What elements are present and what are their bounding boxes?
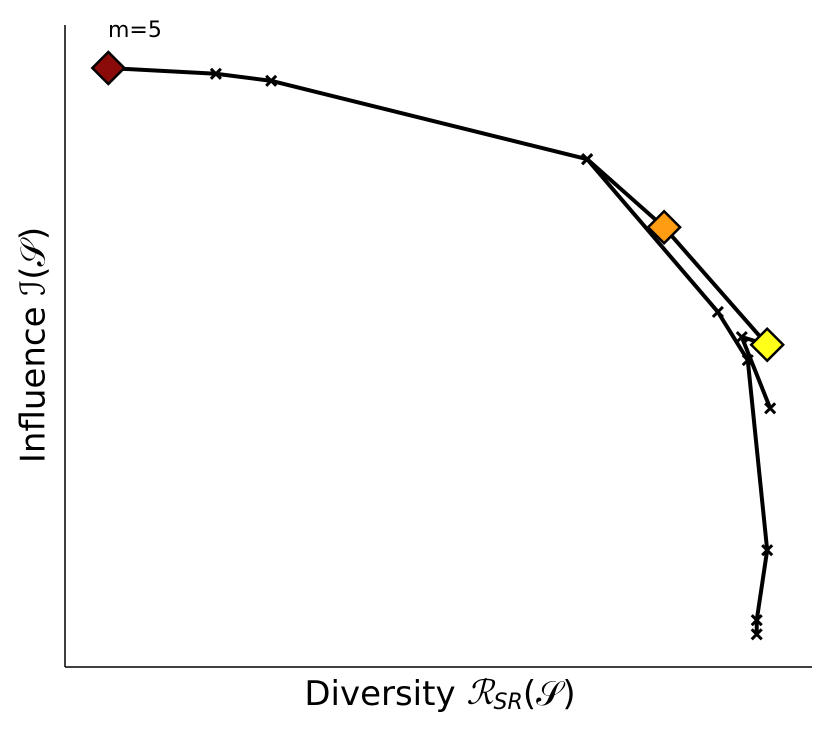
line: [108, 66, 773, 410]
annotation: m=5: [108, 18, 162, 43]
x-marker: [209, 67, 222, 80]
x-marker: [764, 402, 777, 415]
x-label-subscript: SR: [494, 690, 523, 715]
diamond-marker: [646, 209, 682, 245]
x-label-text: Diversity: [304, 674, 466, 714]
x-label-argument: (𝒮): [523, 674, 576, 714]
x-marker: [735, 330, 748, 344]
diamond-marker: [749, 326, 785, 363]
x-marker: [265, 74, 278, 87]
y-axis-label: Influence ℐ(𝒮): [14, 227, 54, 463]
x-marker: [761, 544, 774, 557]
x-label-symbol: ℛ: [466, 673, 496, 713]
x-marker: [750, 614, 763, 627]
diamond-marker: [90, 50, 127, 86]
x-marker: [750, 628, 763, 641]
x-marker: [741, 354, 754, 367]
x-marker: [581, 153, 594, 166]
x-axis-label: Diversity ℛSR(𝒮): [304, 673, 575, 715]
x-marker: [711, 305, 724, 319]
line: [585, 157, 770, 635]
